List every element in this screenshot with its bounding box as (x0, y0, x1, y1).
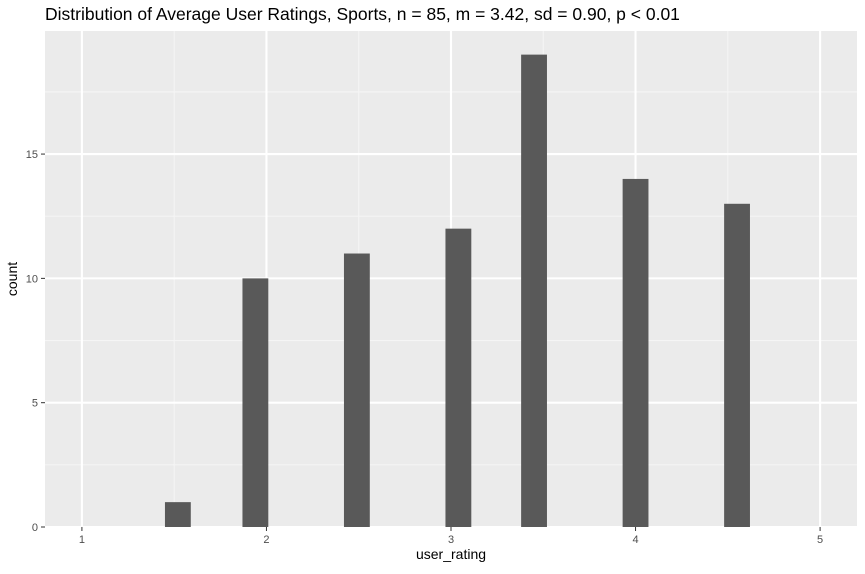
y-axis-label: count (4, 262, 20, 296)
histogram-bar (164, 502, 191, 527)
x-tick-label: 1 (79, 534, 85, 546)
y-axis: 0 5 10 15 (26, 149, 45, 534)
bars (164, 54, 750, 528)
histogram-bar (242, 278, 269, 527)
histogram-bar (343, 253, 370, 527)
histogram-bar (724, 203, 750, 527)
y-tick-label: 10 (26, 273, 38, 285)
x-tick-label: 5 (817, 534, 823, 546)
y-tick-label: 0 (32, 522, 38, 534)
x-tick-label: 3 (448, 534, 454, 546)
x-tick-label: 2 (263, 534, 269, 546)
histogram-bar (622, 178, 649, 528)
chart-title: Distribution of Average User Ratings, Sp… (45, 4, 680, 24)
histogram-bar (521, 54, 547, 527)
x-axis-label: user_rating (416, 546, 486, 562)
x-axis: 1 2 3 4 5 (79, 527, 823, 546)
histogram-bar (445, 228, 472, 528)
x-tick-label: 4 (632, 534, 638, 546)
y-tick-label: 15 (26, 149, 38, 161)
y-tick-label: 5 (32, 398, 38, 410)
